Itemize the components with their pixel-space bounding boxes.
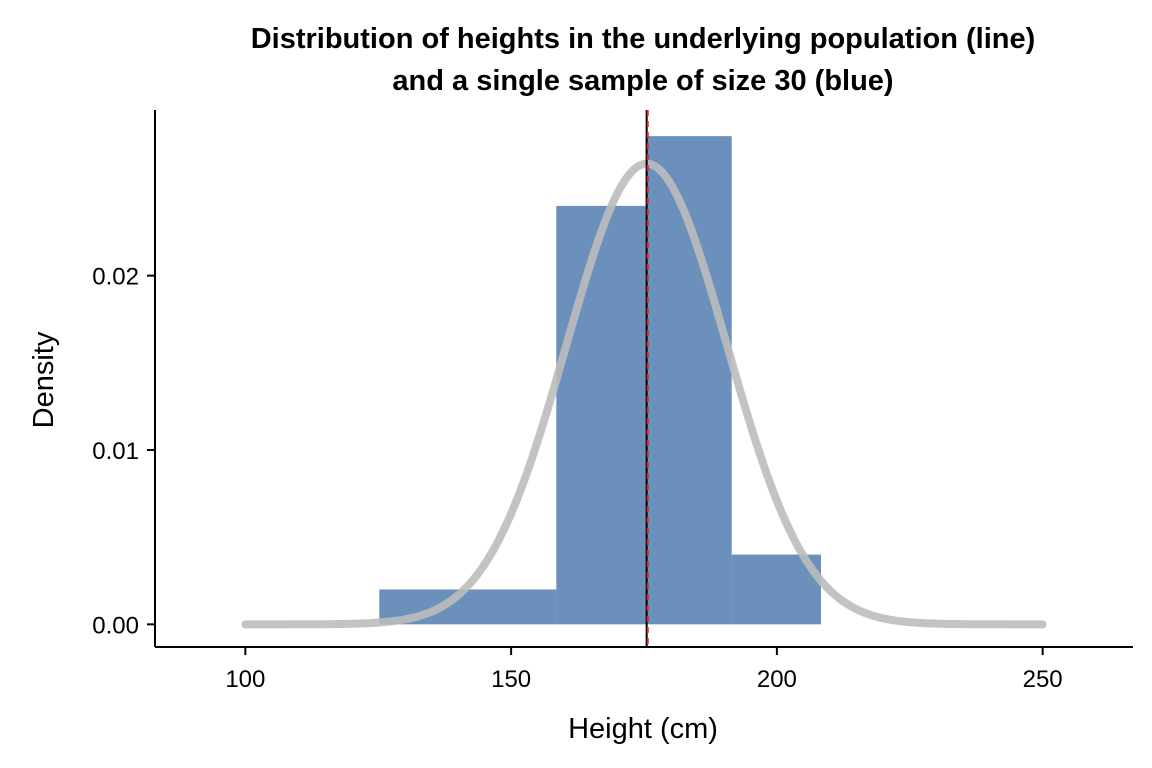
- x-axis-ticks: 100 150 200 250: [225, 647, 1063, 693]
- x-tick-label-250: 250: [1023, 666, 1063, 693]
- mean-lines: [645, 110, 649, 647]
- histogram-bar-2: [556, 205, 646, 625]
- y-axis-ticks: 0.00 0.01 0.02: [92, 264, 155, 639]
- x-tick-label-200: 200: [757, 666, 797, 693]
- histogram-bars: [379, 136, 821, 625]
- chart-title-line-1: Distribution of heights in the underlyin…: [251, 23, 1036, 55]
- y-tick-label-2: 0.02: [92, 264, 139, 291]
- x-axis-title: Height (cm): [568, 713, 718, 745]
- histogram-bar-3: [645, 136, 732, 625]
- x-tick-label-100: 100: [225, 666, 265, 693]
- y-tick-label-0: 0.00: [92, 612, 139, 639]
- y-axis-title: Density: [28, 331, 60, 428]
- population-curve: [241, 159, 1047, 629]
- y-tick-label-1: 0.01: [92, 438, 139, 465]
- plot-area: [241, 110, 1047, 647]
- chart-title-line-2: and a single sample of size 30 (blue): [392, 65, 893, 97]
- x-tick-label-150: 150: [491, 666, 531, 693]
